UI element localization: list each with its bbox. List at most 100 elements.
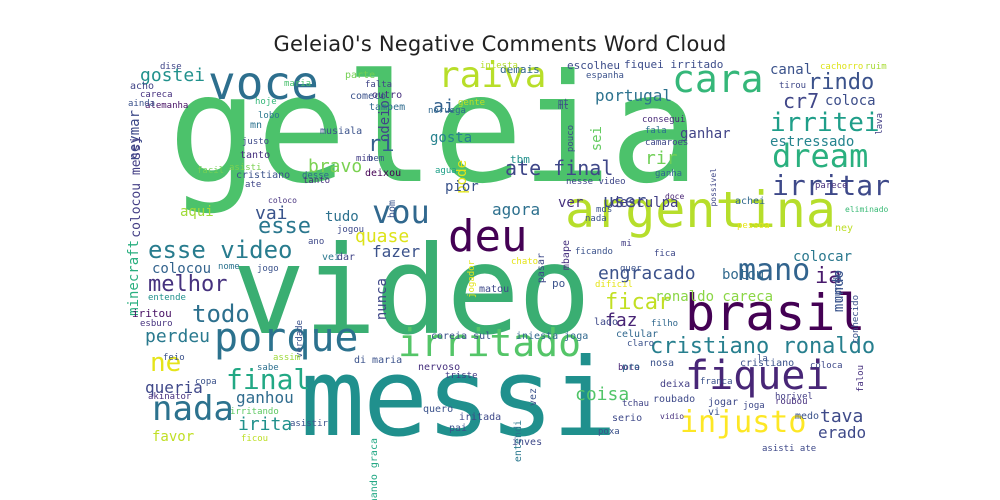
cloud-word: mds	[596, 205, 613, 215]
cloud-word: desse	[302, 171, 330, 181]
cloud-word: escolheu	[567, 59, 620, 72]
cloud-word: cr7	[783, 89, 820, 113]
cloud-word: bom	[387, 200, 398, 219]
cloud-word: vou	[372, 193, 430, 231]
cloud-word: noruega	[428, 106, 466, 116]
cloud-word: alemanha	[145, 101, 189, 111]
cloud-word: parece	[815, 181, 848, 191]
cloud-word: mt	[558, 102, 569, 112]
cloud-word: mi	[621, 239, 632, 249]
cloud-word: la	[757, 354, 768, 364]
cloud-word: ri	[368, 132, 395, 157]
cloud-word: dar	[337, 252, 356, 263]
cloud-word: canal	[770, 62, 813, 78]
cloud-word: quero	[423, 404, 454, 415]
cloud-word: nervoso	[418, 362, 461, 373]
cloud-word: cara	[672, 57, 764, 101]
cloud-word: botou	[722, 267, 765, 283]
cloud-word: coloca	[810, 361, 843, 371]
cloud-word: vez	[528, 388, 539, 407]
cloud-word: cristiano ronaldo	[650, 334, 876, 359]
cloud-word: minecraft	[126, 240, 142, 316]
cloud-word: horivel	[775, 392, 813, 402]
cloud-word: raiva	[438, 55, 547, 96]
cloud-word: fiquei irritado	[624, 58, 724, 71]
cloud-word: esse video	[148, 236, 293, 264]
cloud-word: pessoa	[737, 221, 770, 231]
cloud-word: gosta	[430, 130, 473, 146]
cloud-word: tbm	[510, 153, 530, 166]
cloud-word: ficando	[575, 247, 613, 257]
cloud-word: claro	[627, 339, 655, 349]
cloud-word: coreia sul	[431, 331, 492, 342]
cloud-word: outro	[372, 90, 403, 101]
cloud-word: matou	[479, 284, 510, 295]
cloud-word: gostei	[140, 65, 206, 86]
cloud-word: agua	[435, 166, 457, 176]
cloud-word: mano	[738, 253, 811, 288]
cloud-word: feio	[163, 353, 185, 363]
cloud-word: vi	[708, 407, 721, 418]
cloud-word: rindo	[808, 70, 875, 95]
cloud-word: porque	[214, 315, 359, 361]
cloud-word: asisti ate	[762, 444, 817, 454]
cloud-word: roubado	[653, 394, 696, 405]
cloud-word: jogar	[708, 397, 739, 408]
cloud-word: bravo	[308, 156, 363, 177]
cloud-word: conhecido	[851, 295, 861, 344]
cloud-word: achei	[735, 196, 766, 207]
cloud-word: deu	[448, 211, 528, 262]
cloud-word: rir	[645, 148, 678, 169]
cloud-word: colocou messi	[129, 136, 144, 238]
cloud-word: jogo	[257, 264, 279, 274]
cloud-word: dream	[772, 137, 869, 175]
cloud-word: vei	[322, 252, 341, 263]
cloud-word: asistir	[290, 419, 328, 429]
cloud-word: tirou	[779, 81, 807, 91]
cloud-word: favor	[152, 429, 195, 445]
cloud-word: falta	[365, 80, 393, 90]
cloud-word: ver	[558, 195, 584, 211]
cloud-word: coisa	[575, 384, 630, 405]
cloud-word: consegui	[642, 115, 686, 125]
cloud-word: jogador	[467, 260, 477, 298]
cloud-word: geleia	[168, 43, 700, 217]
cloud-word: voce	[208, 56, 319, 110]
cloud-word: lava	[875, 113, 885, 135]
cloud-word: todo	[192, 300, 250, 328]
cloud-word: eliminado	[845, 205, 889, 214]
cloud-word: fiquei	[685, 353, 830, 399]
cloud-word: ganhou	[236, 388, 294, 407]
cloud-word: sei	[589, 126, 605, 152]
cloud-word: argentina	[565, 181, 836, 239]
cloud-word: di maria	[354, 355, 403, 366]
cloud-word: coloca	[825, 93, 876, 109]
cloud-word: cristiano	[236, 170, 291, 181]
cloud-word: akinator	[148, 392, 192, 402]
cloud-word: injusto	[680, 405, 807, 440]
cloud-word: vidio	[660, 412, 685, 421]
cloud-word: pai	[449, 423, 468, 434]
cloud-word: medo	[795, 411, 820, 422]
cloud-word: triste	[445, 371, 478, 381]
cloud-word: tanto	[240, 150, 271, 161]
cloud-word: mbape	[561, 240, 572, 271]
cloud-word: jogou	[337, 225, 365, 235]
cloud-word: estressado	[770, 134, 855, 150]
cloud-word: poxa	[598, 427, 620, 437]
cloud-word: possivel	[709, 168, 718, 207]
cloud-word: perdeu	[145, 326, 211, 347]
cloud-word: parte	[345, 70, 376, 81]
cloud-word: comeco	[350, 91, 387, 102]
cloud-word: pasar	[536, 253, 547, 284]
cloud-word: ney	[835, 223, 854, 234]
cloud-word: ruim	[865, 62, 887, 72]
cloud-word: quase	[355, 226, 410, 247]
cloud-word: iniesta joga	[516, 331, 589, 342]
cloud-word: cachorro	[820, 62, 864, 72]
cloud-word: assim	[273, 353, 301, 363]
cloud-word: faz	[605, 310, 638, 331]
cloud-word: quer	[620, 264, 642, 274]
cloud-word: tanto	[303, 176, 331, 186]
cloud-word: inves	[512, 437, 543, 448]
